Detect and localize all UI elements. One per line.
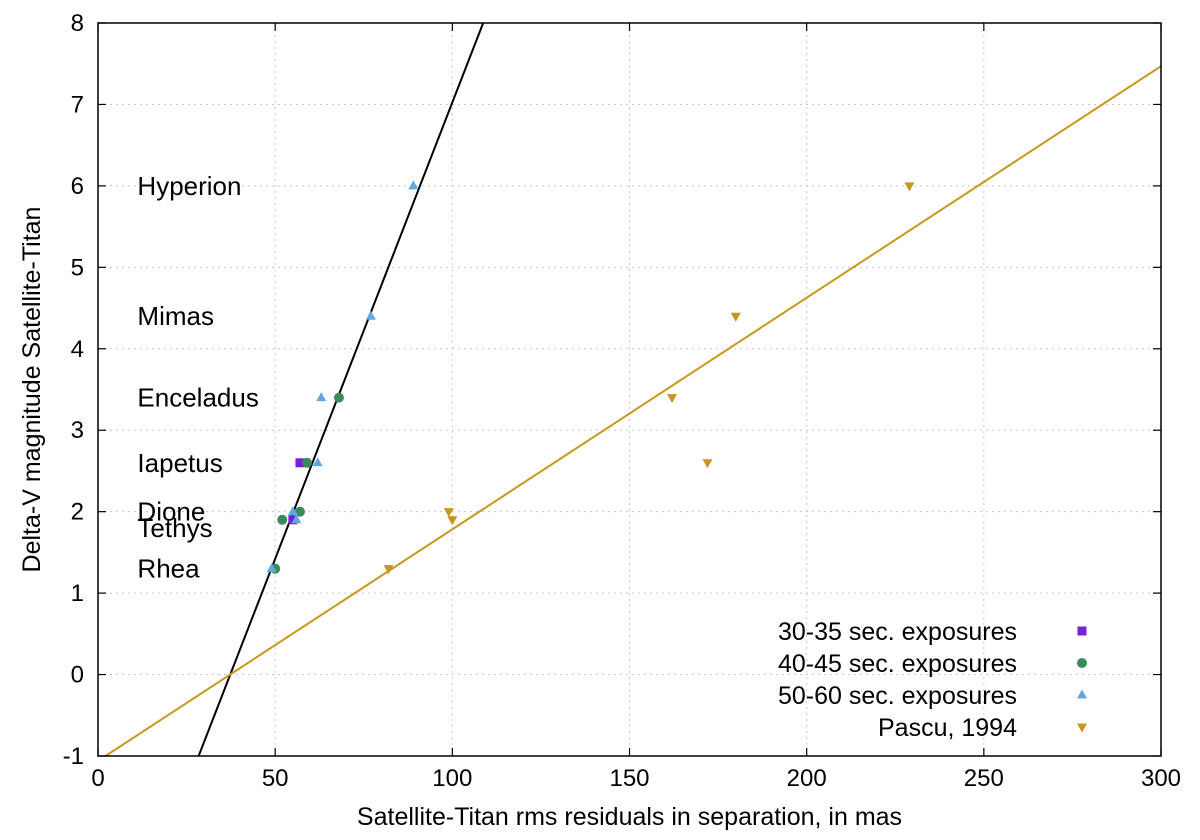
data-point-series-4: [702, 459, 713, 469]
axis-ticks: 0 50 100 150 200 250 300 -1 0 1 2 3 4 5 6 7 8: [63, 10, 1181, 792]
y-tick-label: 7: [71, 91, 84, 118]
x-tick-label: 150: [609, 765, 649, 792]
fit-gold-line: [103, 65, 1161, 756]
data-point-series-3: [408, 180, 419, 190]
moon-label: Enceladus: [137, 383, 258, 413]
data-point-series-4: [447, 516, 458, 526]
grid: [98, 23, 1161, 756]
moon-label: Hyperion: [137, 171, 241, 201]
y-tick-label: 1: [71, 580, 84, 607]
y-tick-label: 4: [71, 336, 84, 363]
legend-marker: [1077, 658, 1087, 668]
data-point-series-3: [316, 392, 327, 402]
data-point-series-3: [266, 563, 277, 573]
data-point-series-4: [667, 394, 678, 404]
y-tick-label: 5: [71, 254, 84, 281]
moon-label: Iapetus: [137, 448, 222, 478]
x-tick-label: 200: [787, 765, 827, 792]
data-point-series-3: [287, 506, 298, 516]
data-point-series-3: [312, 457, 323, 467]
x-tick-label: 100: [432, 765, 472, 792]
data-point-series-2: [302, 457, 313, 468]
x-tick-label: 50: [262, 765, 289, 792]
moon-label: Mimas: [137, 301, 214, 331]
data-point-series-4: [383, 565, 394, 575]
data-point-series-2: [294, 506, 305, 517]
data-point-series-4: [904, 182, 915, 192]
y-axis-label: Delta-V magnitude Satellite-Titan: [18, 207, 46, 573]
y-tick-label: 8: [71, 10, 84, 37]
data-point-series-1: [295, 458, 305, 468]
moon-label: Dione: [137, 497, 205, 527]
legend: 30-35 sec. exposures 40-45 sec. exposures…: [778, 618, 1087, 742]
data-point-series-3: [365, 310, 376, 320]
legend-marker: [1077, 723, 1087, 733]
data-point-series-4: [730, 312, 741, 322]
y-tick-label: 2: [71, 499, 84, 526]
data-point-series-4: [443, 508, 454, 518]
y-tick-label: -1: [63, 743, 84, 770]
data-points: [266, 180, 915, 575]
x-axis-label: Satellite-Titan rms residuals in separat…: [357, 803, 902, 831]
y-tick-label: 0: [71, 662, 84, 689]
data-point-series-3: [291, 514, 302, 524]
moon-label: Rhea: [137, 554, 200, 584]
data-point-series-2: [333, 392, 344, 403]
legend-label: Pascu, 1994: [878, 714, 1017, 742]
y-tick-label: 3: [71, 417, 84, 444]
moon-label: Tethys: [137, 513, 212, 543]
fit-black-line: [197, 23, 485, 756]
annotations: Hyperion Mimas Enceladus Iapetus DioneTethys…: [137, 171, 258, 584]
x-tick-label: 300: [1141, 765, 1181, 792]
y-tick-label: 6: [71, 173, 84, 200]
legend-label: 40-45 sec. exposures: [778, 650, 1017, 678]
data-point-series-2: [277, 514, 288, 525]
legend-marker: [1077, 689, 1087, 699]
data-point-series-1: [288, 515, 298, 525]
legend-label: 30-35 sec. exposures: [778, 618, 1017, 646]
legend-label: 50-60 sec. exposures: [778, 682, 1017, 710]
x-tick-label: 0: [91, 765, 104, 792]
legend-marker: [1077, 626, 1087, 636]
x-tick-label: 250: [964, 765, 1004, 792]
fit-lines: [103, 23, 1161, 756]
